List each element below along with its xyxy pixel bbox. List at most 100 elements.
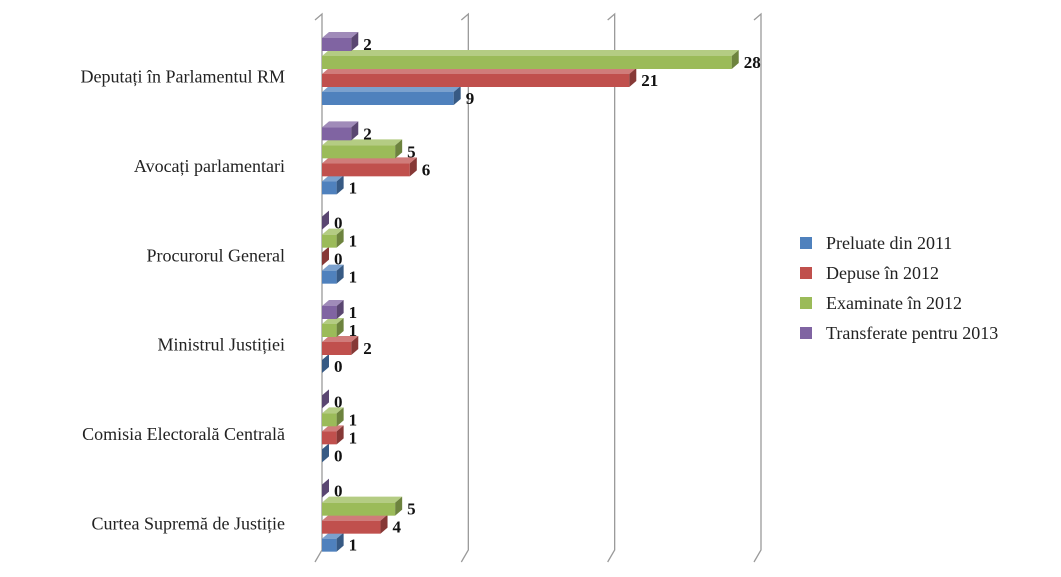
bar — [322, 502, 396, 516]
data-label: 0 — [334, 357, 343, 376]
legend-item: Depuse în 2012 — [800, 258, 998, 288]
data-label: 1 — [349, 268, 358, 287]
category-label: Deputați în Parlamentul RM — [81, 67, 285, 87]
gridline — [314, 12, 323, 563]
bar-top-face — [322, 121, 359, 128]
bar — [322, 56, 732, 69]
category-label: Curtea Supremă de Justiție — [92, 513, 285, 533]
bar-end-face — [380, 514, 388, 534]
bar-end-face — [322, 210, 329, 230]
bar-end-face — [322, 443, 329, 463]
bar — [322, 306, 337, 319]
bar-end-face — [336, 228, 344, 248]
data-label: 21 — [641, 71, 658, 90]
data-label: 6 — [422, 160, 431, 179]
data-label: 4 — [393, 518, 402, 537]
bar-top-face — [322, 407, 344, 414]
bar — [322, 413, 337, 427]
bar-top-face — [322, 157, 417, 164]
bar — [322, 181, 337, 195]
gridline — [753, 12, 762, 563]
bar-top-face — [322, 32, 359, 38]
bar-top-face — [322, 264, 344, 271]
data-label: 1 — [349, 410, 358, 429]
bar — [322, 234, 337, 248]
bar-end-face — [336, 264, 344, 284]
bar-end-face — [336, 175, 344, 195]
data-label: 2 — [363, 124, 372, 143]
data-label: 0 — [334, 250, 343, 269]
bar-top-face — [322, 514, 388, 521]
legend-label: Examinate în 2012 — [826, 292, 962, 313]
category-label: Procurorul General — [147, 245, 285, 265]
bar-end-face — [336, 425, 344, 445]
gridline — [607, 12, 616, 563]
bar-end-face — [409, 157, 417, 177]
data-label: 5 — [407, 500, 416, 519]
data-label: 0 — [334, 446, 343, 465]
bar — [322, 342, 352, 355]
category-label: Ministrul Justiției — [157, 335, 285, 355]
bar — [322, 145, 396, 159]
bar — [322, 38, 352, 51]
bar-end-face — [322, 389, 329, 409]
bar-end-face — [322, 478, 329, 498]
bar-end-face — [731, 50, 739, 69]
bar-end-face — [351, 32, 359, 51]
legend-item: Transferate pentru 2013 — [800, 318, 998, 348]
bar-top-face — [322, 228, 344, 235]
bar-end-face — [322, 354, 329, 373]
data-label: 9 — [466, 89, 475, 108]
bar-end-face — [336, 407, 344, 427]
data-label: 1 — [349, 321, 358, 340]
category-label: Avocați parlamentari — [134, 156, 285, 176]
category-label: Comisia Electorală Centrală — [82, 424, 285, 444]
bar — [322, 324, 337, 337]
category-labels: Deputați în Parlamentul RM Avocați parlam… — [81, 67, 285, 534]
bar-end-face — [351, 336, 359, 355]
legend-item: Preluate din 2011 — [800, 228, 998, 258]
data-label: 0 — [334, 392, 343, 411]
data-label: 28 — [744, 53, 761, 72]
bar-end-face — [336, 300, 344, 319]
legend-swatch — [800, 327, 812, 339]
data-label: 1 — [349, 232, 358, 251]
legend-item: Examinate în 2012 — [800, 288, 998, 318]
data-label: 1 — [349, 303, 358, 322]
bar-end-face — [336, 532, 344, 552]
bar-end-face — [395, 139, 403, 159]
bar — [322, 92, 454, 105]
bar-top-face — [322, 532, 344, 539]
bar — [322, 74, 630, 87]
data-label: 2 — [363, 35, 372, 54]
bar-top-face — [322, 175, 344, 182]
bars — [322, 32, 739, 552]
legend-swatch — [800, 267, 812, 279]
data-label: 0 — [334, 214, 343, 233]
bar-end-face — [322, 246, 329, 266]
data-label: 2 — [363, 339, 372, 358]
data-label: 0 — [334, 482, 343, 501]
bar — [322, 431, 337, 445]
data-label: 1 — [349, 428, 358, 447]
legend-swatch — [800, 297, 812, 309]
bar-top-face — [322, 496, 403, 503]
bar — [322, 163, 410, 177]
bar-top-face — [322, 318, 344, 324]
legend-label: Transferate pentru 2013 — [826, 322, 999, 343]
bar-top-face — [322, 50, 739, 56]
data-label: 1 — [349, 536, 358, 555]
bar-top-face — [322, 300, 344, 306]
bar-end-face — [336, 318, 344, 337]
bar — [322, 127, 352, 141]
bar — [322, 520, 381, 534]
bar-end-face — [629, 68, 637, 87]
data-label: 5 — [407, 142, 416, 161]
bar-top-face — [322, 139, 403, 146]
gridline — [460, 12, 469, 563]
bar — [322, 270, 337, 284]
bar-top-face — [322, 86, 461, 92]
legend-label: Depuse în 2012 — [826, 262, 939, 283]
bar-top-face — [322, 425, 344, 432]
